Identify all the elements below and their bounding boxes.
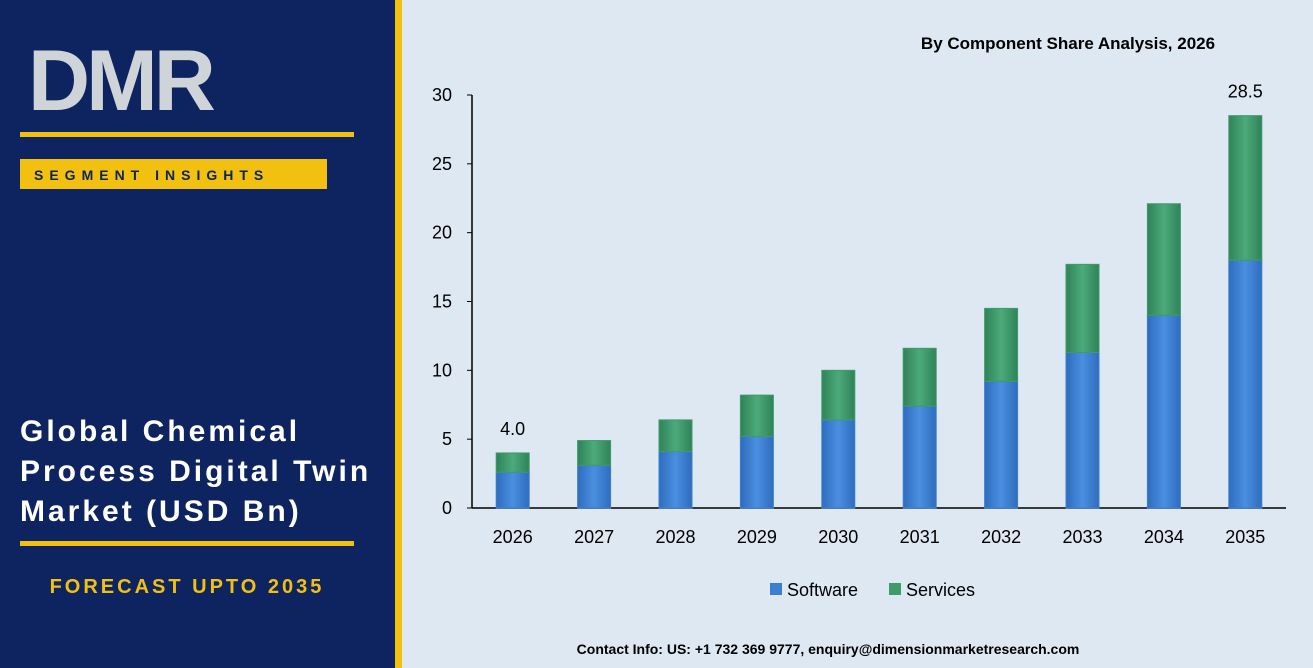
title-line: Global Chemical <box>20 415 300 448</box>
bar <box>739 394 774 437</box>
footer: Contact Info: US: +1 732 369 9777, enqui… <box>577 641 1080 657</box>
y-tick-label: 10 <box>432 360 452 380</box>
x-tick-label: 2034 <box>1144 527 1184 547</box>
y-tick-label: 25 <box>432 154 452 174</box>
legend-label: Services <box>906 580 975 600</box>
title-line: Market (USD Bn) <box>20 495 302 528</box>
bar <box>739 435 774 509</box>
bar <box>984 307 1019 382</box>
title-line: Process Digital Twin <box>20 455 371 488</box>
bar <box>658 451 693 509</box>
bar <box>984 380 1019 509</box>
x-tick-label: 2031 <box>900 527 940 547</box>
bar <box>495 471 530 509</box>
divider <box>395 0 402 668</box>
x-tick-label: 2029 <box>737 527 777 547</box>
legend-label: Software <box>787 580 858 600</box>
total-label: 28.5 <box>1228 82 1263 102</box>
chart-title: By Component Share Analysis, 2026 <box>921 34 1215 53</box>
x-tick-label: 2032 <box>981 527 1021 547</box>
bar <box>902 405 937 509</box>
y-tick-label: 5 <box>442 429 452 449</box>
forecast: FORECAST UPTO 2035 <box>50 576 325 598</box>
legend-swatch <box>770 583 782 595</box>
y-tick-label: 20 <box>432 223 452 243</box>
x-tick-label: 2030 <box>818 527 858 547</box>
y-tick-label: 15 <box>432 292 452 312</box>
bar <box>902 347 937 407</box>
badge-box <box>20 159 327 189</box>
bar <box>577 464 612 509</box>
side-panel <box>0 0 395 668</box>
bar <box>658 419 693 453</box>
y-tick-label: 30 <box>432 85 452 105</box>
x-tick-label: 2035 <box>1225 527 1265 547</box>
bar <box>495 452 530 473</box>
bar <box>821 369 856 421</box>
bar <box>1228 115 1263 261</box>
x-tick-label: 2026 <box>493 527 533 547</box>
bar <box>1065 263 1100 353</box>
bar <box>577 440 612 466</box>
total-label: 4.0 <box>500 419 525 439</box>
bar <box>1228 259 1263 509</box>
bar <box>1065 351 1100 509</box>
x-tick-label: 2033 <box>1062 527 1102 547</box>
bar <box>1146 314 1181 509</box>
badge: SEGMENT INSIGHTS <box>34 167 269 183</box>
bar <box>1146 203 1181 316</box>
legend-swatch <box>889 583 901 595</box>
rule <box>20 132 354 137</box>
rule <box>20 541 354 546</box>
bar <box>821 419 856 509</box>
x-tick-label: 2028 <box>655 527 695 547</box>
y-tick-label: 0 <box>442 498 452 518</box>
x-tick-label: 2027 <box>574 527 614 547</box>
logo: DMR <box>28 33 215 129</box>
